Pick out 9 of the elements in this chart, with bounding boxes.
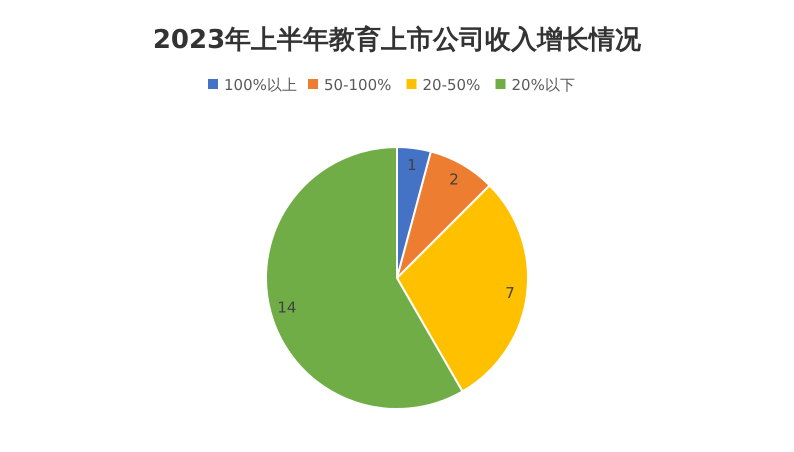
chart-title: 2023年上半年教育上市公司收入增长情况 <box>152 24 642 55</box>
legend-label: 20%以下 <box>512 76 575 94</box>
data-label: 7 <box>505 284 515 302</box>
legend-label: 50-100% <box>324 76 392 94</box>
legend-label: 100%以上 <box>224 76 297 94</box>
legend-label: 20-50% <box>422 76 480 94</box>
data-label: 1 <box>407 156 417 174</box>
data-label: 14 <box>277 298 296 316</box>
data-label: 2 <box>449 170 459 188</box>
